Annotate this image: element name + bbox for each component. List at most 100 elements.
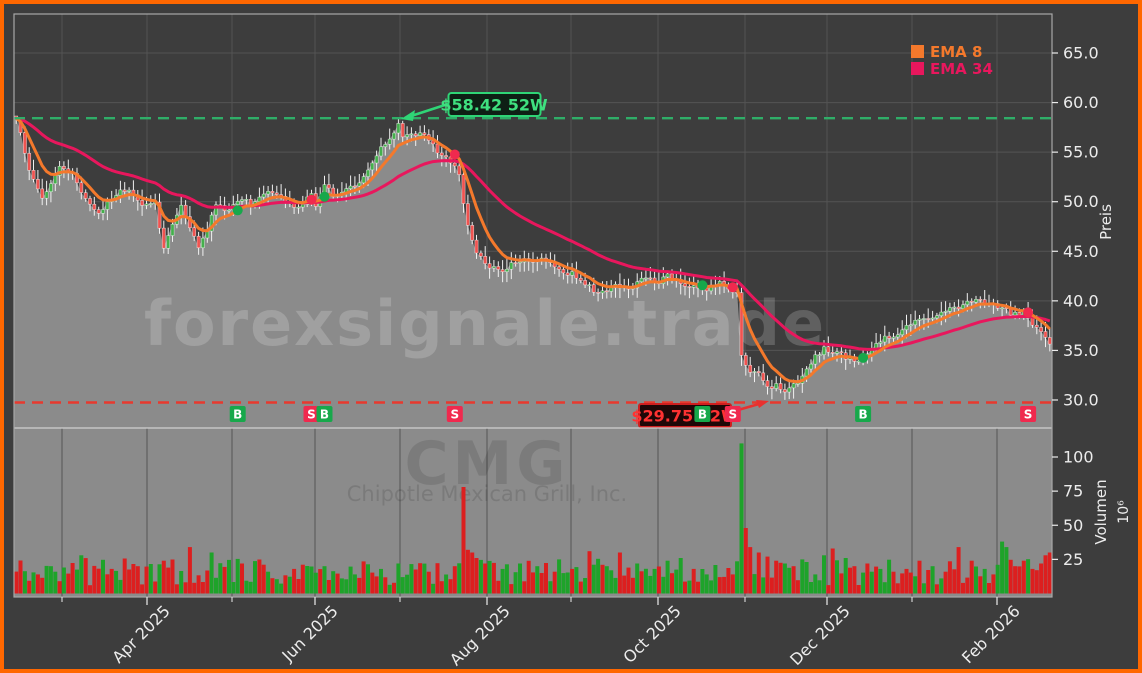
price-tick-label: 60.0: [1063, 93, 1099, 112]
candle-body: [209, 214, 214, 232]
legend-swatch-icon: [911, 45, 924, 58]
volume-bar: [261, 564, 266, 594]
volume-bar: [22, 571, 27, 594]
candle-body: [140, 200, 144, 206]
x-tick-label: Jun 2025: [278, 601, 342, 665]
volume-pane-background: [14, 428, 1052, 597]
volume-bar: [795, 580, 800, 594]
candle-body: [261, 193, 266, 198]
candle-body: [835, 351, 839, 354]
volume-bar: [405, 574, 410, 594]
volume-bar: [930, 566, 935, 594]
volume-bar: [31, 572, 36, 594]
candle-body: [461, 174, 466, 204]
volume-bar: [861, 572, 866, 594]
signal-marker-box: [1020, 406, 1037, 422]
volume-bar: [409, 564, 414, 594]
candle-body: [148, 203, 153, 205]
candle-body: [196, 235, 201, 249]
candle-body: [422, 132, 427, 135]
sell-signal-marker: S: [446, 406, 463, 422]
candle-body: [587, 284, 592, 286]
candle-body: [1047, 337, 1052, 345]
candle-body: [952, 306, 957, 309]
volume-bar: [848, 567, 852, 594]
volume-bar: [730, 574, 735, 594]
candle-body: [817, 354, 822, 356]
volume-bar: [830, 548, 835, 594]
volume-bar: [339, 578, 344, 594]
candle-body: [783, 389, 787, 393]
candle-body: [648, 277, 653, 280]
candle-body: [387, 138, 392, 145]
buy-signal-marker: B: [316, 406, 333, 422]
volume-bar: [926, 570, 931, 594]
volume-bar: [726, 568, 731, 594]
plot-border: [13, 13, 1053, 598]
x-tick-label: Aug 2025: [446, 601, 514, 669]
candle-body: [127, 189, 131, 192]
volume-bar: [118, 579, 123, 594]
candle-body: [752, 371, 757, 373]
candle-body: [44, 191, 49, 199]
volume-bar: [461, 487, 466, 594]
sell-signal-dot: [727, 282, 738, 293]
candle-body: [935, 315, 939, 319]
candle-body: [118, 189, 123, 196]
candle-body: [487, 263, 492, 269]
x-tick-label: Apr 2025: [108, 601, 173, 666]
candle-body: [509, 262, 514, 270]
volume-bar: [800, 559, 805, 594]
volume-bar: [335, 573, 340, 594]
candle-body: [1034, 324, 1039, 328]
volume-bar: [127, 569, 132, 594]
volume-bar: [670, 573, 674, 594]
candle-body: [400, 123, 405, 138]
x-tick-label: Feb 2026: [958, 601, 1024, 667]
ema-line: [15, 117, 1051, 384]
high-annotation-box: [447, 92, 542, 117]
volume-bar: [735, 561, 740, 594]
volume-bar: [392, 582, 396, 594]
volume-bar: [691, 568, 696, 594]
candle-body: [179, 204, 184, 216]
volume-bar: [987, 583, 991, 594]
volume-bar: [1039, 563, 1044, 594]
candle-body: [756, 371, 761, 374]
volume-bar: [961, 582, 965, 594]
volume-bar: [535, 566, 540, 594]
volume-tick-label: 75: [1063, 482, 1083, 501]
volume-bar: [630, 577, 635, 594]
volume-bar: [791, 566, 796, 594]
volume-bar: [14, 571, 19, 594]
volume-bar: [1008, 559, 1013, 594]
volume-bar: [292, 568, 297, 594]
candle-body: [1039, 327, 1043, 332]
volume-bar: [92, 565, 97, 594]
candle-body: [739, 292, 744, 356]
candle-body: [895, 334, 900, 338]
candle-body: [31, 170, 36, 180]
candle-body: [565, 272, 570, 276]
volume-bar: [318, 569, 323, 594]
sell-signal-dot: [306, 194, 317, 205]
volume-bar: [83, 558, 88, 594]
volume-bar: [583, 578, 588, 594]
price-axis-title: Preis: [1097, 204, 1115, 240]
volume-bar: [743, 528, 748, 594]
candle-body: [826, 346, 831, 353]
volume-bar: [474, 558, 479, 594]
price-tick-label: 55.0: [1063, 143, 1099, 162]
candle-body: [36, 179, 40, 190]
candle-body: [926, 318, 931, 320]
price-area-fill: [14, 118, 1052, 429]
volume-bar: [35, 574, 40, 594]
candle-body: [418, 132, 422, 136]
volume-bar: [769, 577, 774, 594]
volume-bar: [947, 561, 952, 594]
candle-body: [778, 383, 783, 390]
signal-marker-letter: S: [1024, 408, 1033, 422]
volume-bar: [439, 581, 444, 594]
volume-bar: [153, 581, 158, 594]
volume-bar: [66, 573, 71, 594]
